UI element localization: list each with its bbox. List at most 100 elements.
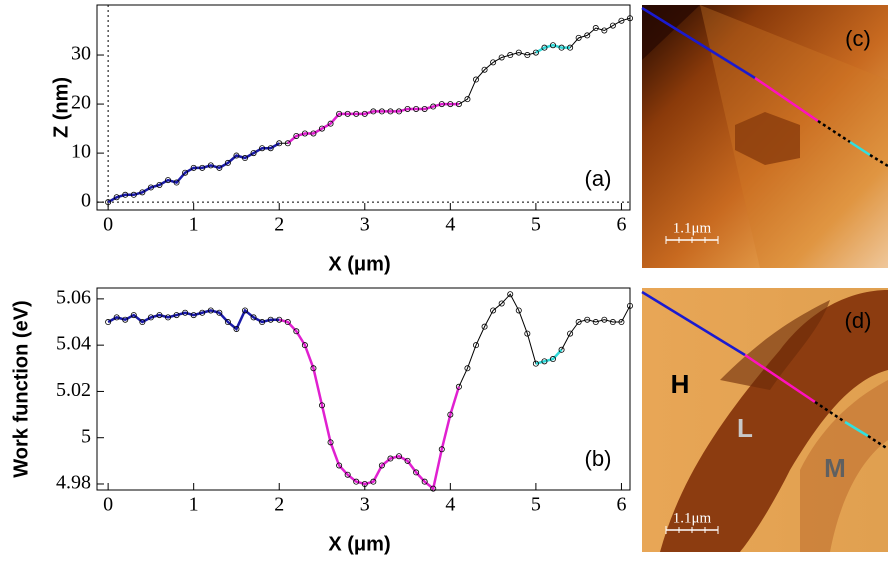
data-point <box>490 59 497 66</box>
image-d: 1.1μm (d) H L M <box>641 288 888 552</box>
region-label: H <box>671 369 690 399</box>
data-point <box>336 110 343 117</box>
series-line <box>107 308 280 331</box>
x-tick-label: 4 <box>445 494 455 516</box>
data-point <box>242 155 249 162</box>
data-point <box>413 469 420 476</box>
x-tick-label: 3 <box>360 214 370 236</box>
data-point <box>447 101 454 108</box>
data-point <box>105 199 112 206</box>
data-point <box>207 162 214 169</box>
data-point <box>387 108 394 115</box>
data-point <box>130 312 137 319</box>
x-tick-label: 1 <box>189 494 199 516</box>
data-point <box>515 307 522 314</box>
plot-frame <box>96 287 631 491</box>
data-point <box>627 302 634 309</box>
data-point <box>259 145 266 152</box>
data-point <box>122 191 129 198</box>
data-point <box>242 307 249 314</box>
data-point <box>190 312 197 319</box>
data-point <box>592 25 599 32</box>
data-point <box>267 145 274 152</box>
panel-label: (c) <box>845 26 871 51</box>
y-tick-label: 10 <box>71 141 91 163</box>
data-point <box>190 164 197 171</box>
x-tick-label: 0 <box>103 214 113 236</box>
y-tick-label: 5.06 <box>56 286 91 308</box>
scale-bar-label: 1.1μm <box>673 510 712 526</box>
data-point <box>532 360 539 367</box>
data-point <box>618 319 625 326</box>
data-point <box>250 150 257 157</box>
data-point <box>105 319 112 326</box>
data-point <box>207 307 214 314</box>
data-point <box>627 15 634 22</box>
series-line <box>535 43 571 54</box>
data-point <box>618 17 625 24</box>
data-point <box>515 49 522 56</box>
data-point <box>507 291 514 298</box>
data-point <box>550 356 557 363</box>
data-point <box>601 27 608 34</box>
data-point <box>421 105 428 112</box>
data-point <box>113 194 120 201</box>
series-line <box>278 318 461 491</box>
data-point <box>447 411 454 418</box>
data-point <box>267 316 274 323</box>
data-point <box>541 358 548 365</box>
x-axis-label: X (μm) <box>328 253 390 275</box>
data-point <box>250 314 257 321</box>
data-point <box>216 164 223 171</box>
y-tick-label: 5.02 <box>56 379 91 401</box>
data-point <box>404 105 411 112</box>
data-point <box>438 101 445 108</box>
data-point <box>310 130 317 137</box>
x-tick-label: 6 <box>616 214 626 236</box>
data-point <box>327 120 334 127</box>
y-tick-label: 30 <box>71 43 91 65</box>
data-point <box>319 125 326 132</box>
data-point <box>592 319 599 326</box>
y-tick-label: 0 <box>81 190 91 212</box>
data-point <box>276 316 283 323</box>
data-point <box>473 76 480 83</box>
data-point <box>156 181 163 188</box>
data-point <box>558 44 565 51</box>
data-point <box>182 309 189 316</box>
panel-label: (b) <box>585 446 612 471</box>
x-tick-label: 1 <box>189 214 199 236</box>
data-point <box>498 54 505 61</box>
data-point <box>473 342 480 349</box>
data-point <box>233 152 240 159</box>
data-point <box>464 96 471 103</box>
data-point <box>481 66 488 73</box>
data-point <box>558 346 565 353</box>
data-point <box>327 439 334 446</box>
x-tick-label: 2 <box>274 494 284 516</box>
data-point <box>130 191 137 198</box>
data-point <box>421 478 428 485</box>
region-label: M <box>824 453 846 483</box>
data-point <box>147 314 154 321</box>
x-tick-label: 5 <box>531 214 541 236</box>
data-point <box>361 110 368 117</box>
data-point <box>259 319 266 326</box>
data-point <box>430 103 437 110</box>
data-point <box>199 164 206 171</box>
data-point <box>575 319 582 326</box>
series-line <box>107 293 631 490</box>
data-point <box>601 316 608 323</box>
x-tick-label: 2 <box>274 214 284 236</box>
data-point <box>336 462 343 469</box>
data-point <box>575 34 582 41</box>
data-point <box>507 52 514 59</box>
data-point <box>455 383 462 390</box>
data-point <box>567 330 574 337</box>
panel-label: (a) <box>585 166 612 191</box>
x-tick-label: 5 <box>531 494 541 516</box>
panel-label: (d) <box>845 308 872 333</box>
data-point <box>353 110 360 117</box>
series-line <box>286 102 459 145</box>
y-axis-label: Z (nm) <box>50 77 72 138</box>
